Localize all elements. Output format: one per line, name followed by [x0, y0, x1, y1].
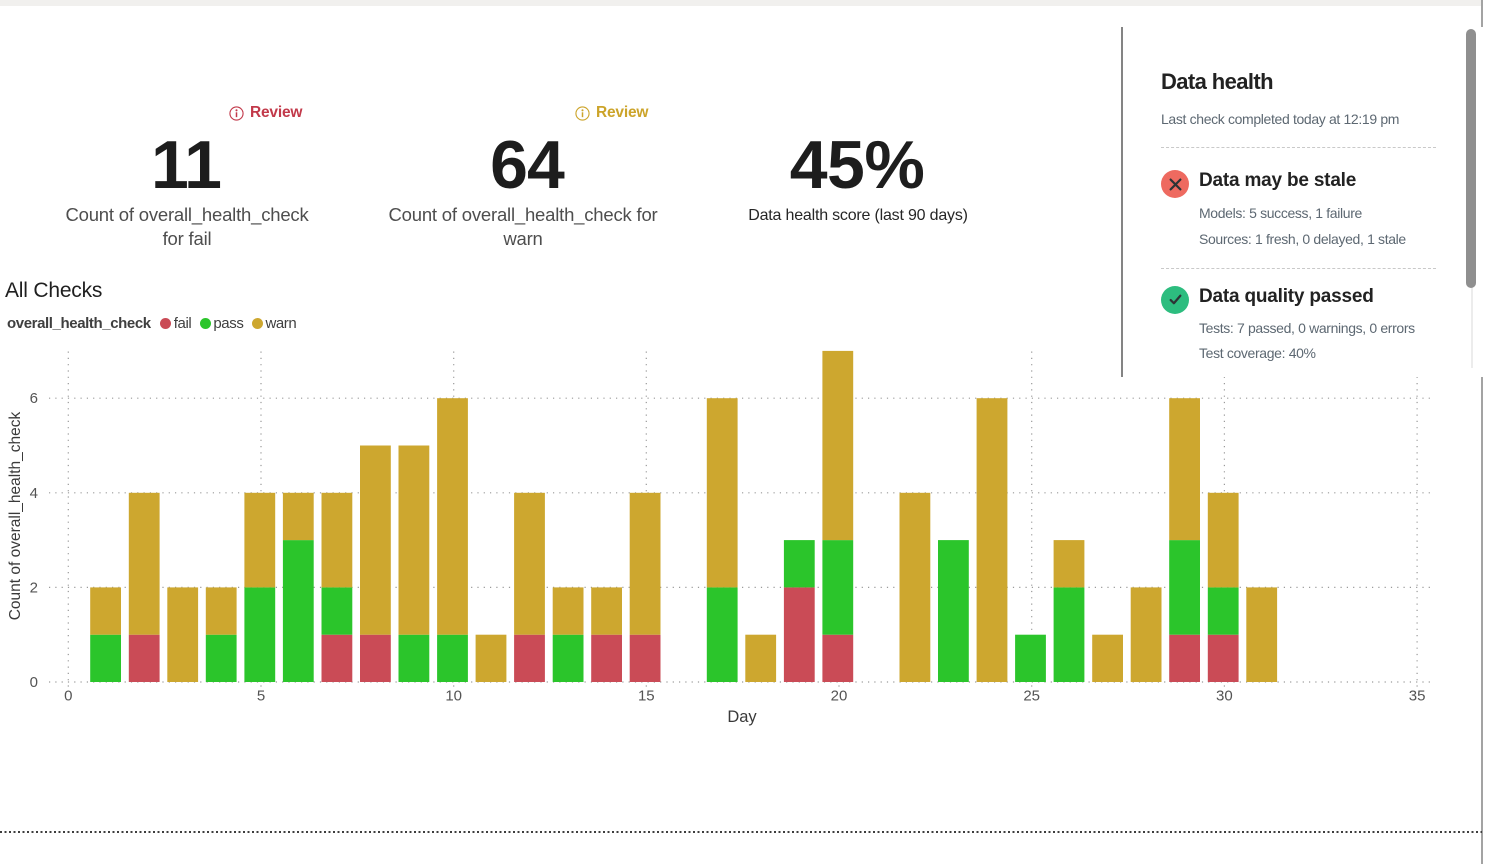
svg-text:2: 2 [30, 579, 38, 596]
svg-text:0: 0 [64, 688, 72, 705]
svg-text:30: 30 [1216, 688, 1233, 705]
svg-text:6: 6 [30, 390, 38, 407]
svg-text:Count of overall_health_check: Count of overall_health_check [7, 411, 24, 620]
svg-text:35: 35 [1409, 688, 1426, 705]
svg-text:0: 0 [30, 674, 38, 691]
svg-text:5: 5 [257, 688, 265, 705]
svg-text:15: 15 [638, 688, 655, 705]
svg-text:Day: Day [727, 708, 757, 726]
svg-text:10: 10 [445, 688, 462, 705]
svg-text:4: 4 [30, 485, 38, 502]
svg-text:25: 25 [1023, 688, 1040, 705]
svg-text:20: 20 [831, 688, 848, 705]
